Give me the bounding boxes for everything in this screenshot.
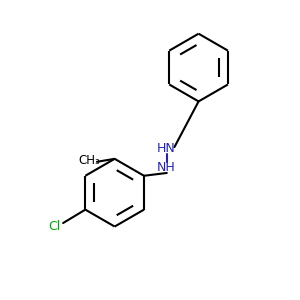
Text: Cl: Cl [48, 220, 60, 233]
Text: NH: NH [157, 161, 176, 174]
Text: HN: HN [157, 142, 176, 155]
Text: CH₃: CH₃ [79, 154, 100, 167]
